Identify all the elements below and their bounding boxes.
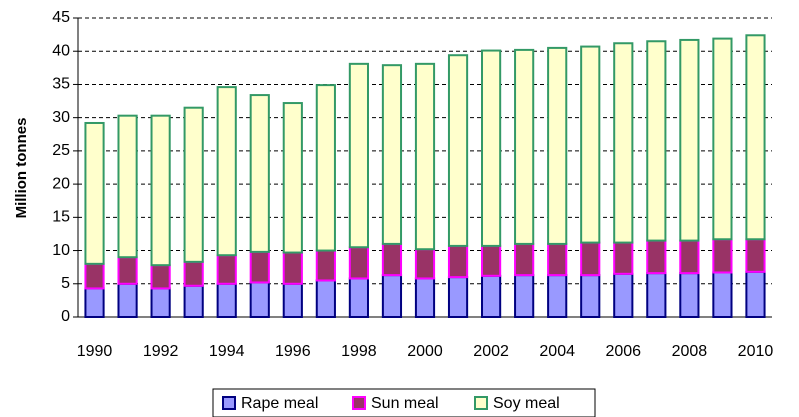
bar-segment [481,244,502,277]
y-tick-label: 35 [52,76,70,93]
bar-segment [216,254,237,285]
x-tick-label: 2004 [539,343,575,360]
bar-segment [84,287,105,319]
bar-segment [117,114,138,259]
bar-segment [679,38,700,242]
x-tick-label: 1994 [209,343,245,360]
bar-segment [381,64,403,245]
bar-segment [580,241,601,277]
x-tick-label: 2008 [672,343,708,360]
bar-segment [547,242,568,277]
bar-segment [381,242,403,277]
bar-segment [150,287,171,319]
bar-segment [414,248,436,280]
bar-segment [315,249,336,282]
y-tick-label: 30 [52,109,70,126]
legend-label: Soy meal [493,395,560,412]
bar-segment [712,271,733,318]
y-tick-label: 10 [52,242,70,259]
bar-segment [745,238,766,273]
bar-segment [348,246,369,280]
bar-segment [414,277,436,318]
bar-segment [117,256,138,285]
bar-segment [481,49,502,247]
x-tick-label: 2006 [605,343,641,360]
y-tick-label: 20 [52,175,70,192]
legend-swatch [222,396,236,410]
bar-segment [447,244,469,279]
bar-segment [150,114,171,267]
bar-segment [381,274,403,319]
bar-segment [712,238,733,274]
bar-segment [183,260,204,287]
bar-segment [414,62,436,251]
legend-label: Sun meal [371,395,439,412]
bar-segment [282,282,303,318]
bar-segment [613,42,634,244]
bar-segment [712,37,733,241]
bar-segment [646,40,667,242]
bar-segment [249,94,270,253]
bar-segment [183,106,204,263]
bar-segment [613,241,634,275]
bar-segment [514,48,535,245]
bar-segment [348,277,369,318]
legend-box [212,388,596,417]
bar-segment [481,274,502,318]
bar-segment [514,242,535,277]
x-tick-label: 1996 [275,343,311,360]
bar-segment [745,270,766,318]
x-tick-label: 2010 [738,343,774,360]
bar-segment [646,272,667,318]
bar-segment [580,45,601,244]
bar-segment [282,251,303,285]
bar-segment [447,276,469,318]
bar-segment [282,102,303,254]
bar-segment [547,274,568,319]
y-tick-label: 45 [52,9,70,26]
legend-swatch [474,396,488,410]
bar-segment [646,239,667,275]
bar-segment [216,282,237,318]
y-tick-label: 15 [52,209,70,226]
bar-segment [117,282,138,318]
bar-segment [580,274,601,319]
x-tick-label: 2000 [407,343,443,360]
bar-segment [150,264,171,290]
y-tick-label: 0 [61,308,70,325]
legend-label: Rape meal [241,395,318,412]
bar-segment [249,250,270,284]
bar-segment [183,284,204,319]
bar-segment [315,279,336,319]
bar-segment [216,86,237,257]
bar-segment [249,281,270,318]
bar-segment [348,62,369,249]
y-tick-label: 25 [52,142,70,159]
bar-segment [514,274,535,319]
bar-segment [315,84,336,252]
bar-segment [547,46,568,245]
legend-swatch [352,396,366,410]
bar-segment [84,262,105,290]
bar-segment [613,272,634,318]
bar-segment [679,272,700,318]
x-tick-label: 1990 [77,343,113,360]
y-tick-label: 5 [61,275,70,292]
x-tick-label: 1992 [143,343,179,360]
y-tick-label: 40 [52,42,70,59]
bar-segment [84,121,105,265]
y-axis-label: Million tonnes [13,118,30,219]
bar-segment [745,34,766,241]
bar-segment [447,54,469,247]
x-tick-label: 1998 [341,343,377,360]
bar-segment [679,239,700,275]
x-tick-label: 2002 [473,343,509,360]
